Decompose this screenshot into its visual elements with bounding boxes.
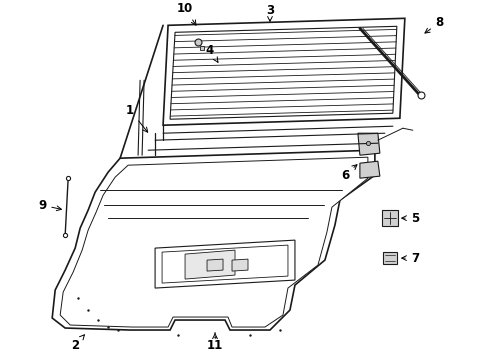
- Polygon shape: [383, 252, 397, 264]
- Text: 1: 1: [126, 104, 147, 132]
- Text: 4: 4: [206, 44, 218, 62]
- Text: 8: 8: [425, 16, 444, 33]
- Text: 5: 5: [402, 212, 419, 225]
- Polygon shape: [52, 150, 375, 330]
- Polygon shape: [358, 133, 380, 155]
- Polygon shape: [163, 18, 405, 125]
- Polygon shape: [60, 157, 368, 327]
- Polygon shape: [382, 210, 398, 226]
- Polygon shape: [185, 250, 235, 279]
- Text: 9: 9: [38, 199, 61, 212]
- Polygon shape: [170, 26, 397, 119]
- Text: 11: 11: [207, 333, 223, 351]
- Polygon shape: [162, 245, 288, 283]
- Text: 6: 6: [341, 165, 357, 182]
- Text: 7: 7: [402, 252, 419, 265]
- Polygon shape: [360, 161, 380, 178]
- Polygon shape: [155, 240, 295, 288]
- Polygon shape: [207, 259, 223, 271]
- Text: 10: 10: [177, 2, 196, 25]
- Text: 3: 3: [266, 4, 274, 21]
- Polygon shape: [232, 259, 248, 271]
- Text: 2: 2: [71, 335, 84, 351]
